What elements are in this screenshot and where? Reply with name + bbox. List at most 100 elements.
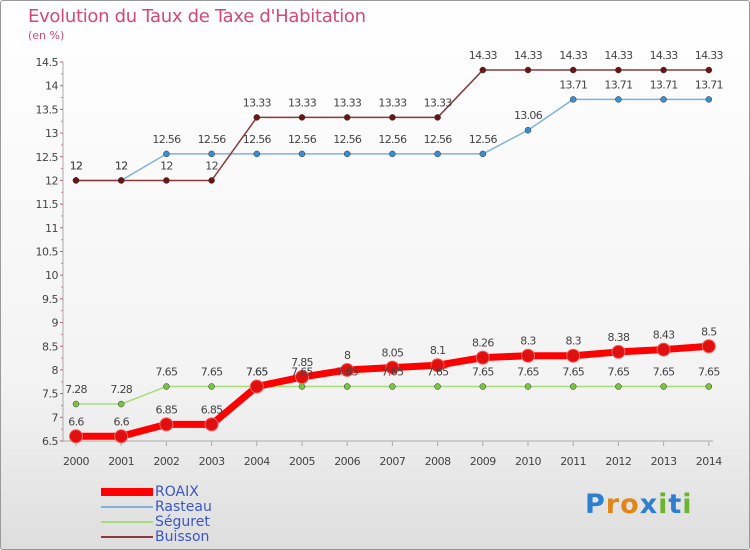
data-label-roaix: 8.38 bbox=[608, 331, 630, 344]
data-point-sguret bbox=[615, 383, 622, 390]
logo-letter: r bbox=[605, 489, 621, 520]
series-lines bbox=[69, 66, 716, 444]
data-point-buisson bbox=[705, 66, 713, 74]
x-tick-label: 2014 bbox=[696, 455, 722, 468]
data-point-rasteau bbox=[208, 150, 215, 158]
data-label-buisson: 13.33 bbox=[424, 96, 453, 109]
y-axis-unit: (en %) bbox=[28, 29, 65, 42]
data-point-sguret bbox=[705, 383, 713, 390]
data-label-roaix: 8.3 bbox=[520, 335, 536, 348]
data-label-sguret: 7.65 bbox=[201, 366, 223, 379]
data-label-buisson: 14.33 bbox=[559, 49, 588, 62]
data-point-rasteau bbox=[524, 126, 532, 134]
y-tick-label: 8.5 bbox=[42, 340, 58, 353]
data-point-buisson bbox=[208, 177, 215, 184]
data-label-roaix: 6.6 bbox=[68, 415, 84, 428]
data-point-roaix bbox=[566, 348, 581, 363]
data-point-buisson bbox=[660, 66, 667, 74]
logo-letter: i bbox=[682, 489, 693, 520]
y-tick-label: 12 bbox=[45, 174, 58, 187]
y-tick-label: 7 bbox=[52, 411, 59, 424]
data-point-roaix bbox=[159, 417, 174, 432]
data-label-sguret: 7.65 bbox=[517, 366, 539, 379]
data-label-buisson: 12 bbox=[160, 159, 173, 172]
data-label-rasteau: 13.71 bbox=[650, 78, 678, 91]
y-tick-label: 8 bbox=[52, 364, 59, 377]
data-point-rasteau bbox=[615, 96, 622, 103]
data-point-roaix bbox=[475, 350, 490, 365]
data-point-sguret bbox=[163, 383, 170, 390]
x-tick-label: 2002 bbox=[153, 455, 179, 468]
logo-letter: P bbox=[585, 489, 606, 520]
data-point-roaix bbox=[521, 348, 535, 363]
data-label-sguret: 7.65 bbox=[336, 366, 358, 379]
data-label-rasteau: 13.06 bbox=[514, 109, 543, 122]
logo-letter: o bbox=[620, 489, 640, 520]
data-label-rasteau: 12.56 bbox=[288, 133, 317, 146]
data-label-buisson: 14.33 bbox=[514, 49, 543, 62]
data-label-sguret: 7.65 bbox=[653, 366, 675, 379]
data-point-sguret bbox=[524, 383, 532, 390]
data-label-rasteau: 12.56 bbox=[198, 133, 227, 146]
data-point-roaix bbox=[701, 339, 716, 354]
data-label-roaix: 7.85 bbox=[291, 356, 313, 369]
legend-label-roaix: ROAIX bbox=[155, 484, 199, 500]
y-tick-label: 13.5 bbox=[36, 103, 59, 116]
data-point-sguret bbox=[298, 383, 306, 390]
data-labels: 6.6 6.66.85 6.857.657.858 8.05 8.18.26 8.3 8.3… bbox=[65, 49, 724, 428]
data-point-roaix bbox=[249, 379, 264, 394]
data-label-buisson: 14.33 bbox=[469, 49, 498, 62]
legend-swatch-seguret bbox=[101, 521, 153, 523]
chart-title: Evolution du Taux de Taxe d'Habitation bbox=[28, 6, 366, 27]
data-point-roaix bbox=[385, 360, 400, 375]
data-point-sguret bbox=[389, 383, 396, 390]
data-label-roaix: 8.26 bbox=[472, 337, 494, 350]
data-label-buisson: 12 bbox=[70, 159, 83, 172]
x-tick-label: 2001 bbox=[108, 455, 134, 468]
x-tick-label: 2008 bbox=[425, 455, 451, 468]
data-point-rasteau bbox=[298, 150, 306, 158]
x-tick-label: 2005 bbox=[289, 455, 315, 468]
data-label-rasteau: 12 bbox=[70, 159, 83, 172]
data-label-sguret: 7.65 bbox=[608, 366, 630, 379]
data-point-buisson bbox=[253, 114, 261, 121]
data-point-rasteau bbox=[343, 150, 351, 158]
y-tick-label: 10.5 bbox=[36, 246, 59, 259]
data-point-rasteau bbox=[705, 96, 713, 103]
legend-swatch-buisson bbox=[101, 536, 153, 538]
data-label-buisson: 12 bbox=[205, 159, 218, 172]
data-label-roaix: 8.5 bbox=[701, 325, 717, 338]
data-label-roaix: 8.43 bbox=[653, 329, 675, 342]
data-point-buisson bbox=[117, 177, 125, 184]
data-point-roaix bbox=[656, 342, 671, 357]
data-point-buisson bbox=[434, 114, 441, 121]
data-point-roaix bbox=[204, 417, 219, 432]
data-label-sguret: 7.65 bbox=[562, 366, 584, 379]
data-label-buisson: 13.33 bbox=[333, 96, 362, 109]
data-label-roaix: 6.85 bbox=[201, 403, 223, 416]
data-label-sguret: 7.28 bbox=[110, 383, 132, 396]
data-point-buisson bbox=[479, 66, 487, 74]
data-point-buisson bbox=[524, 66, 532, 74]
y-tick-label: 9.5 bbox=[42, 293, 58, 306]
data-label-rasteau: 12.56 bbox=[152, 133, 181, 146]
logo-letter: t bbox=[668, 489, 683, 520]
data-label-buisson: 14.33 bbox=[650, 49, 679, 62]
y-tick-label: 11 bbox=[45, 222, 58, 235]
legend-label-buisson: Buisson bbox=[155, 529, 210, 545]
data-point-sguret bbox=[434, 383, 441, 390]
data-label-sguret: 7.65 bbox=[382, 366, 404, 379]
data-label-roaix: 6.85 bbox=[156, 403, 178, 416]
data-point-rasteau bbox=[479, 150, 487, 158]
data-label-buisson: 12 bbox=[115, 159, 128, 172]
data-point-buisson bbox=[298, 114, 306, 121]
data-label-sguret: 7.65 bbox=[246, 366, 268, 379]
data-label-buisson: 14.33 bbox=[695, 49, 724, 62]
data-point-sguret bbox=[660, 383, 667, 390]
data-label-buisson: 13.33 bbox=[243, 96, 272, 109]
x-tick-label: 2009 bbox=[470, 455, 496, 468]
x-tick-label: 2012 bbox=[605, 455, 631, 468]
y-tick-label: 14 bbox=[45, 80, 58, 93]
